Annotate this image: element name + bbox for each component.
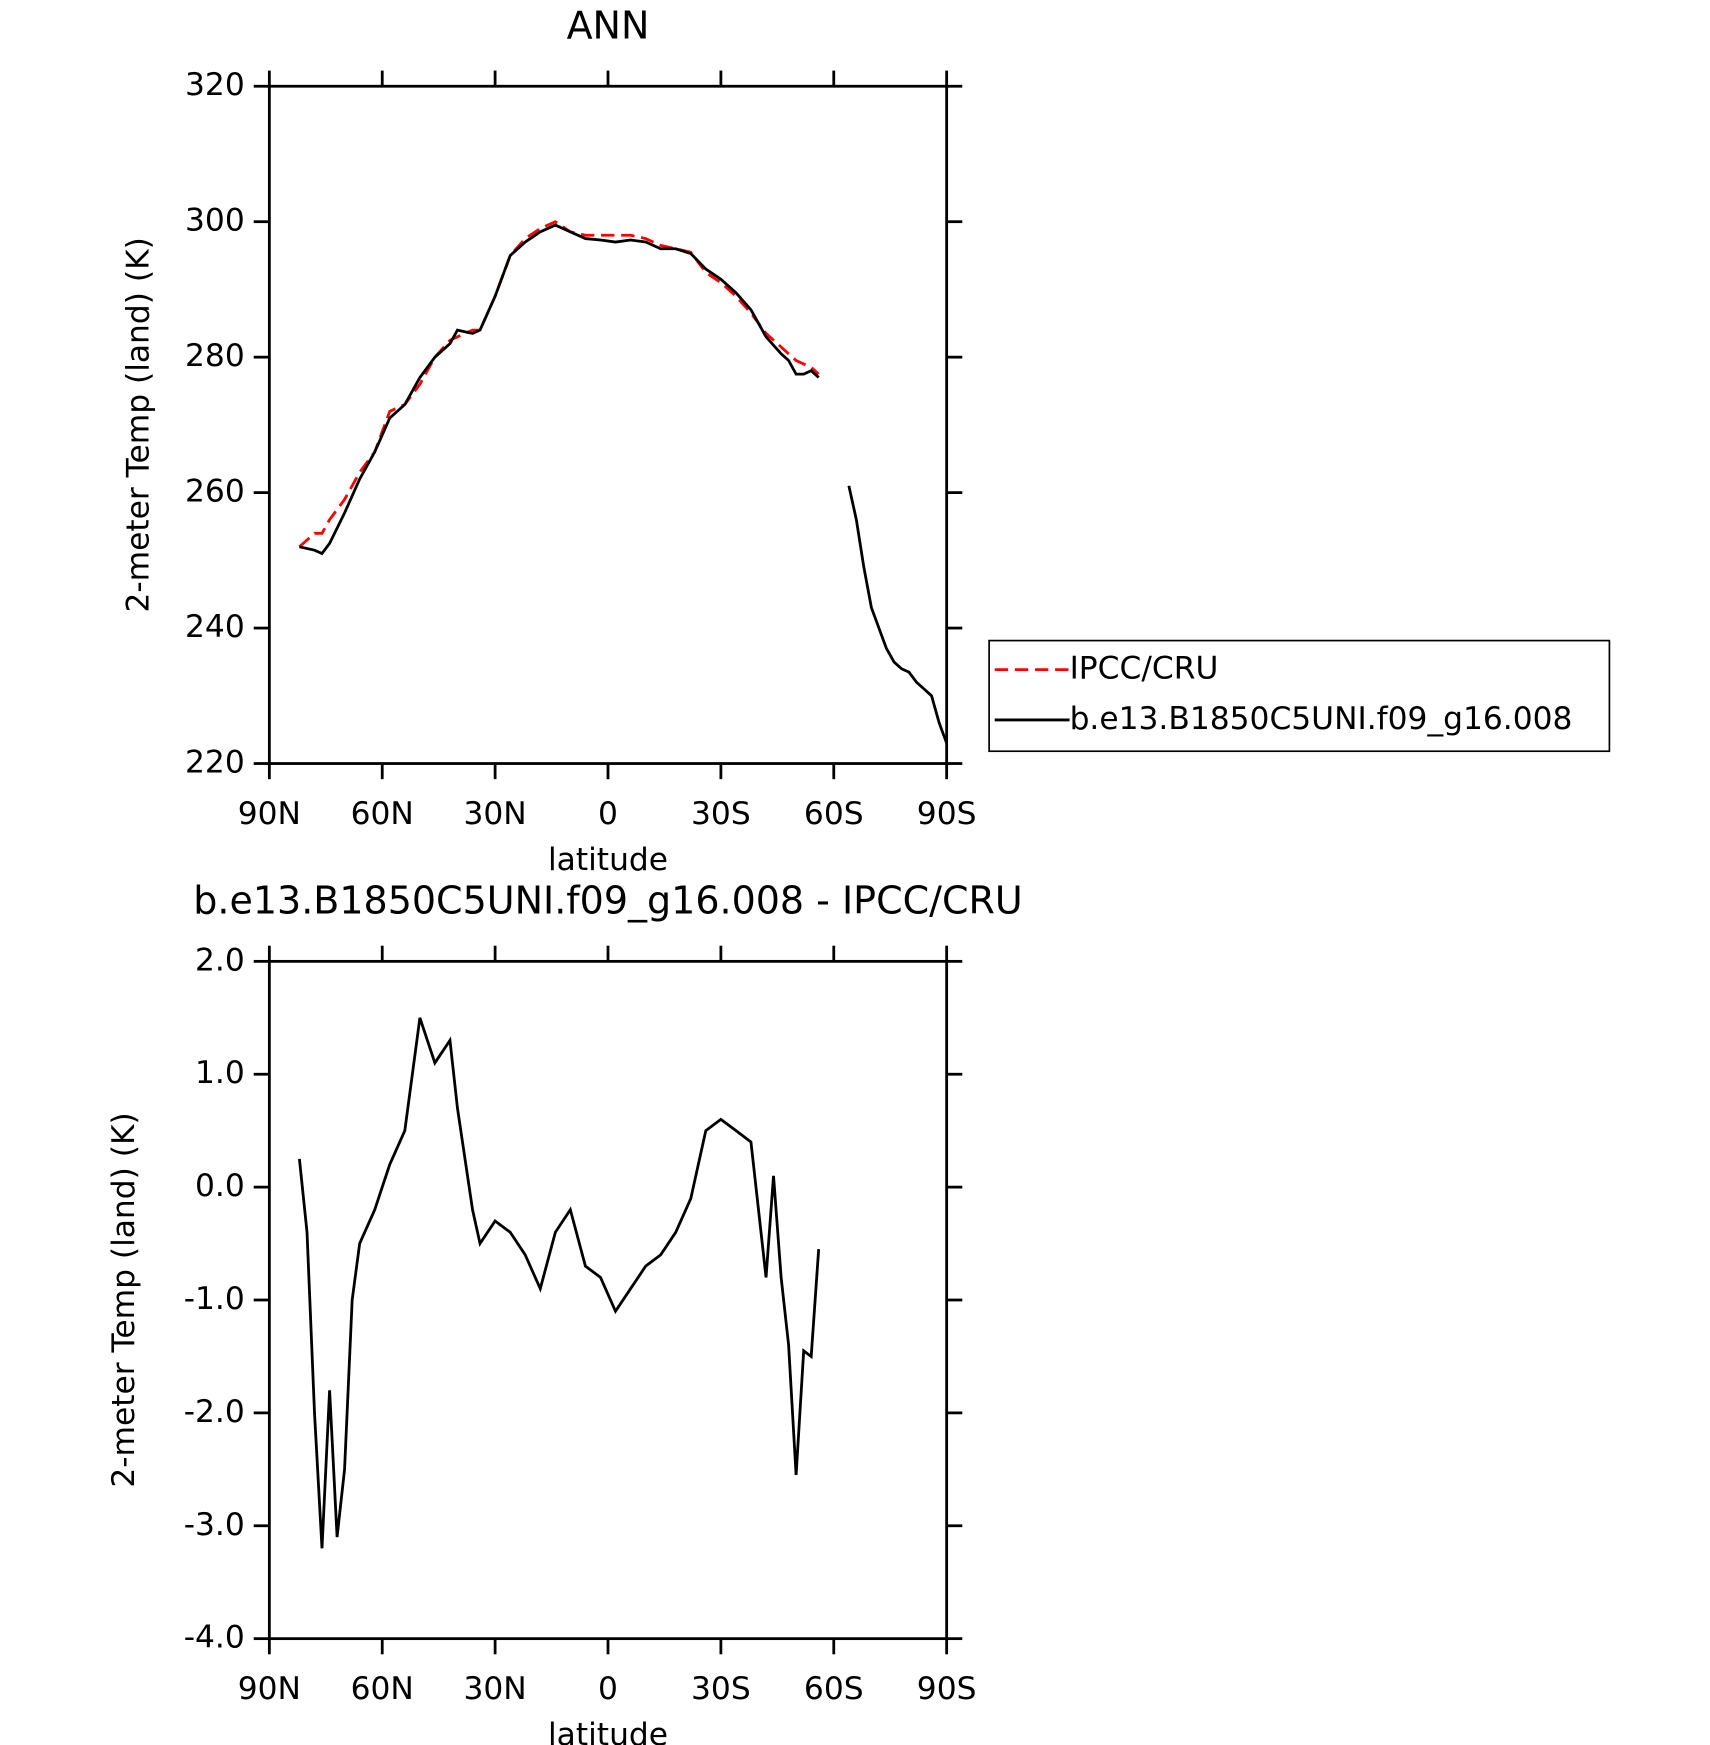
x-axis-label: latitude [548,842,668,878]
legend-label: b.e13.B1850C5UNI.f09_g16.008 [1070,701,1573,737]
data-line [298,220,820,548]
y-tick-label: 240 [185,609,245,645]
x-tick-label: 30N [464,1671,527,1707]
y-axis-label: 2-meter Temp (land) (K) [106,1112,142,1487]
y-tick-label: 0.0 [195,1168,245,1204]
legend-label: IPCC/CRU [1070,651,1219,687]
x-axis-label: latitude [548,1717,668,1745]
chart-title: b.e13.B1850C5UNI.f09_g16.008 - IPCC/CRU [193,879,1022,923]
plot-frame [267,84,949,765]
y-tick-label: 220 [185,745,245,781]
y-tick-label: -3.0 [184,1507,245,1543]
x-tick-label: 30S [691,1671,751,1707]
chart-title: ANN [567,4,650,48]
y-tick-label: 280 [185,338,245,374]
y-tick-label: 320 [185,67,245,103]
x-tick-label: 90S [917,796,977,832]
y-tick-label: 260 [185,474,245,510]
x-tick-label: 90S [917,1671,977,1707]
y-tick-label: 1.0 [195,1055,245,1091]
x-tick-label: 0 [598,1671,618,1707]
plot-frame [267,959,949,1641]
x-tick-label: 60N [351,796,414,832]
y-tick-label: -4.0 [184,1620,245,1656]
y-tick-label: -2.0 [184,1394,245,1430]
x-tick-label: 30N [464,796,527,832]
y-tick-label: -1.0 [184,1281,245,1317]
y-axis-label: 2-meter Temp (land) (K) [121,237,157,612]
x-tick-label: 60N [351,1671,414,1707]
x-tick-label: 90N [238,796,301,832]
y-tick-label: 2.0 [195,942,245,978]
legend-box [988,639,1611,753]
y-tick-label: 300 [185,203,245,239]
x-tick-label: 30S [691,796,751,832]
x-tick-label: 90N [238,1671,301,1707]
data-line [298,1017,821,1549]
x-tick-label: 0 [598,796,618,832]
x-tick-label: 60S [804,1671,864,1707]
x-tick-label: 60S [804,796,864,832]
data-line [299,223,948,744]
